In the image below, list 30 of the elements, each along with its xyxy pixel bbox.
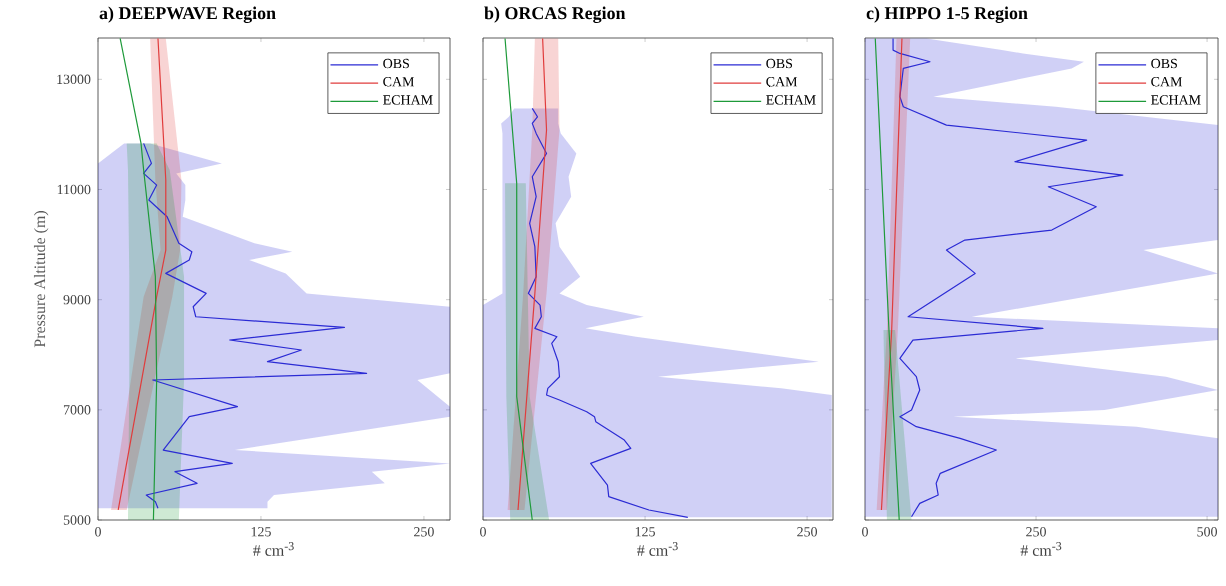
x-tick-label: 500	[1197, 527, 1217, 537]
x-axis-title: # cm$^{-3}$	[1020, 542, 1062, 556]
chart-title: c) HIPPO 1-5 Region	[866, 6, 1028, 24]
y-tick-label: 11000	[57, 184, 91, 195]
x-tick-label: 250	[797, 527, 818, 537]
legend-label: CAM	[766, 77, 798, 87]
y-tick-label: 7000	[63, 405, 91, 415]
legend-label: ECHAM	[383, 95, 433, 105]
legend-label: ECHAM	[1151, 95, 1201, 105]
legend-label: ECHAM	[766, 95, 816, 105]
chart-title: b) ORCAS Region	[484, 6, 626, 24]
x-tick-label: 0	[480, 527, 486, 537]
x-tick-label: 0	[862, 527, 868, 537]
x-axis-title: # cm$^{-3}$	[637, 542, 678, 556]
y-tick-label: 5000	[63, 515, 91, 525]
legend-label: OBS	[1151, 58, 1177, 69]
legend-label: CAM	[1151, 77, 1183, 87]
legend-label: OBS	[766, 58, 793, 69]
chart-title: a) DEEPWAVE Region	[99, 6, 276, 24]
legend-label: CAM	[383, 77, 415, 87]
y-axis-title: Pressure Altitude (m)	[33, 211, 49, 348]
x-tick-label: 250	[1026, 527, 1046, 537]
x-axis-title: # cm$^{-3}$	[253, 542, 294, 556]
y-tick-label: 13000	[57, 74, 91, 85]
x-tick-label: 250	[414, 527, 434, 537]
x-tick-label: 125	[635, 527, 655, 537]
x-tick-label: 125	[251, 527, 271, 537]
legend-label: OBS	[383, 58, 409, 69]
y-tick-label: 9000	[63, 294, 91, 305]
x-tick-label: 0	[95, 527, 101, 537]
